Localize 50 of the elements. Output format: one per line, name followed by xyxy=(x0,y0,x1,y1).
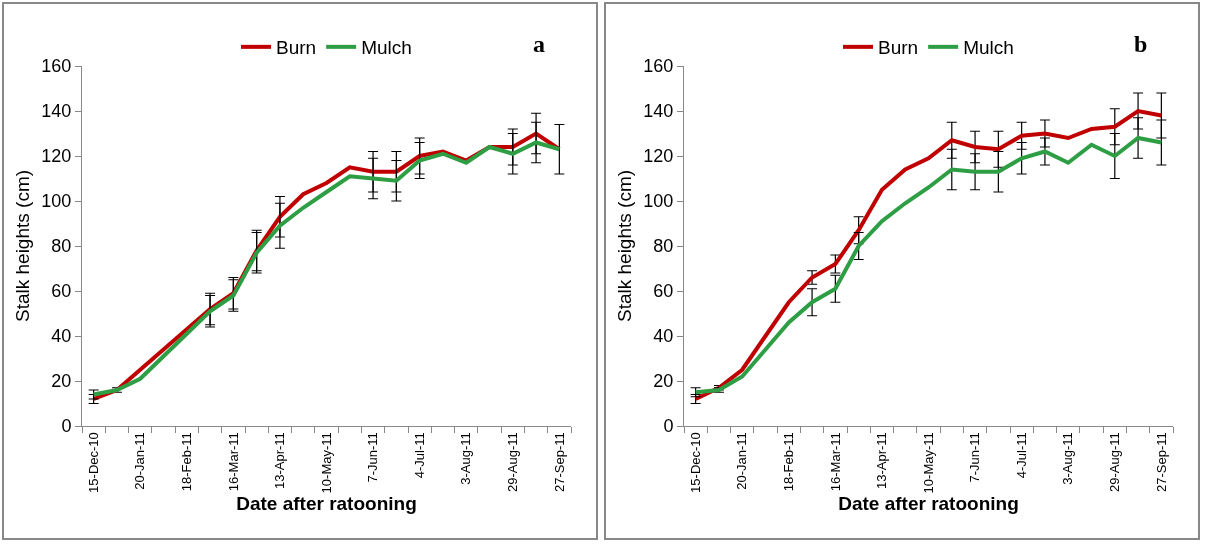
x-tick-label: 4-Jul-11 xyxy=(1013,432,1029,479)
y-tick-label: 140 xyxy=(41,101,72,122)
legend-label: Burn xyxy=(276,37,317,59)
x-tick-label: 18-Feb-11 xyxy=(179,432,195,492)
x-tick-label: 18-Feb-11 xyxy=(781,432,797,492)
y-tick-label: 40 xyxy=(51,326,72,347)
x-axis-title: Date after ratooning xyxy=(236,493,417,515)
y-tick-label: 20 xyxy=(653,371,674,392)
chart-title: a xyxy=(533,31,545,57)
legend-label: Burn xyxy=(878,37,919,59)
y-tick-label: 0 xyxy=(61,416,72,437)
x-tick-label: 13-Apr-11 xyxy=(272,432,288,490)
y-tick-label: 40 xyxy=(653,326,674,347)
y-tick-label: 160 xyxy=(643,56,674,77)
x-tick-label: 7-Jun-11 xyxy=(967,432,983,483)
x-tick-label: 7-Jun-11 xyxy=(365,432,381,483)
y-tick-label: 60 xyxy=(653,281,674,302)
legend-label: Mulch xyxy=(361,37,412,59)
x-tick-label: 16-Mar-11 xyxy=(827,432,843,492)
x-tick-label: 3-Aug-11 xyxy=(1060,432,1076,485)
x-tick-label: 10-May-11 xyxy=(920,432,936,494)
chart-title: b xyxy=(1134,31,1148,57)
y-tick-label: 120 xyxy=(41,146,72,167)
x-tick-label: 16-Mar-11 xyxy=(225,432,241,492)
y-axis-title: Stalk heights (cm) xyxy=(12,169,34,323)
y-tick-label: 20 xyxy=(51,371,72,392)
x-tick-label: 29-Aug-11 xyxy=(505,432,521,492)
x-tick-label: 4-Jul-11 xyxy=(411,432,427,479)
y-tick-label: 80 xyxy=(51,236,72,257)
y-tick-label: 60 xyxy=(51,281,72,302)
x-axis-title: Date after ratooning xyxy=(838,493,1019,515)
x-tick-label: 29-Aug-11 xyxy=(1107,432,1123,492)
x-tick-label: 3-Aug-11 xyxy=(458,432,474,485)
x-tick-label: 20-Jan-11 xyxy=(132,432,148,490)
y-tick-label: 120 xyxy=(643,146,674,167)
x-tick-label: 15-Dec-10 xyxy=(85,432,101,493)
y-tick-label: 80 xyxy=(653,236,674,257)
x-tick-label: 15-Dec-10 xyxy=(687,432,703,493)
y-axis-title: Stalk heights (cm) xyxy=(614,169,636,323)
legend-label: Mulch xyxy=(963,37,1014,59)
y-tick-label: 160 xyxy=(41,56,72,77)
y-tick-label: 140 xyxy=(643,101,674,122)
x-tick-label: 27-Sep-11 xyxy=(551,432,567,492)
x-tick-label: 27-Sep-11 xyxy=(1153,432,1169,492)
x-tick-label: 13-Apr-11 xyxy=(874,432,890,490)
y-tick-label: 100 xyxy=(643,191,674,212)
x-tick-label: 20-Jan-11 xyxy=(734,432,750,490)
x-tick-label: 10-May-11 xyxy=(318,432,334,494)
y-tick-label: 0 xyxy=(663,416,674,437)
y-tick-label: 100 xyxy=(41,191,72,212)
